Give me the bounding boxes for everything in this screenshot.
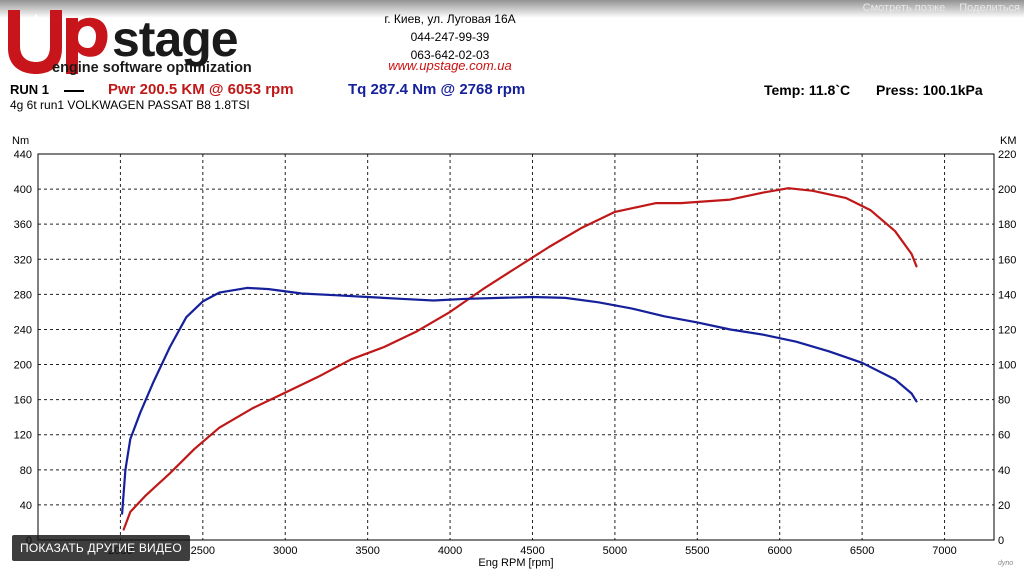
chart-axes bbox=[37, 153, 995, 541]
y2-tick-label: 100 bbox=[998, 360, 1016, 372]
x-tick-label: 4500 bbox=[520, 545, 544, 557]
y2-tick-label: 120 bbox=[998, 324, 1016, 336]
y2-tick-label: 80 bbox=[998, 395, 1010, 407]
watch-later-button[interactable]: Смотреть позже bbox=[862, 2, 946, 14]
y2-tick-label: 140 bbox=[998, 289, 1016, 301]
logo-wordmark: stage bbox=[112, 11, 238, 67]
x-tick-label: 5500 bbox=[685, 545, 709, 557]
website-link[interactable]: www.upstage.com.ua bbox=[388, 58, 512, 73]
y2-tick-label: 20 bbox=[998, 500, 1010, 512]
y-tick-label: 160 bbox=[14, 395, 32, 407]
watermark: dyno bbox=[998, 560, 1014, 567]
y2-tick-label: 60 bbox=[998, 430, 1010, 442]
upstage-logo: stage engine software optimization bbox=[8, 10, 252, 76]
share-button[interactable]: Поделиться bbox=[959, 2, 1020, 14]
y2-tick-label: 200 bbox=[998, 184, 1016, 196]
torque-peak-label: Tq 287.4 Nm @ 2768 rpm bbox=[348, 81, 526, 98]
y2-tick-label: 160 bbox=[998, 254, 1016, 266]
series-line-tq bbox=[120, 286, 918, 515]
dyno-chart: 0040208040120601608020010024012028014032… bbox=[12, 135, 1017, 569]
x-tick-label: 4000 bbox=[438, 545, 462, 557]
logo-p-mark bbox=[66, 17, 108, 74]
y-tick-label: 240 bbox=[14, 324, 32, 336]
x-tick-label: 6500 bbox=[850, 545, 874, 557]
series-line-pwr bbox=[122, 187, 918, 531]
video-actions: Смотреть позже Поделиться bbox=[863, 2, 1020, 14]
plot-frame bbox=[37, 153, 995, 541]
y-tick-label: 400 bbox=[14, 184, 32, 196]
phone-2: 063-642-02-03 bbox=[410, 48, 490, 62]
chart-ticks: 0040208040120601608020010024012028014032… bbox=[14, 149, 1017, 557]
show-other-videos-button[interactable]: ПОКАЗАТЬ ДРУГИЕ ВИДЕО bbox=[12, 535, 190, 561]
x-tick-label: 3500 bbox=[355, 545, 379, 557]
video-overlay-top bbox=[0, 0, 1024, 18]
logo-arrow-icon bbox=[24, 14, 48, 56]
logo-u-mark bbox=[8, 10, 62, 74]
chart-grid bbox=[38, 153, 994, 540]
run-line-swatch bbox=[64, 90, 84, 92]
y-tick-label: 200 bbox=[14, 360, 32, 372]
x-tick-label: 3000 bbox=[273, 545, 297, 557]
x-tick-label: 7000 bbox=[932, 545, 956, 557]
y-tick-label: 120 bbox=[14, 430, 32, 442]
run-label: RUN 1 bbox=[10, 82, 50, 97]
contact-block: г. Киев, ул. Луговая 16А 044-247-99-39 0… bbox=[350, 10, 550, 64]
x-axis-label: Eng RPM [rpm] bbox=[478, 557, 553, 569]
pressure-label: Press: 100.1kPa bbox=[876, 82, 983, 98]
y-tick-label: 440 bbox=[14, 149, 32, 161]
y-tick-label: 320 bbox=[14, 254, 32, 266]
y-tick-label: 280 bbox=[14, 289, 32, 301]
y-tick-label: 80 bbox=[20, 465, 32, 477]
y2-tick-label: 40 bbox=[998, 465, 1010, 477]
y2-tick-label: 220 bbox=[998, 149, 1016, 161]
y2-tick-label: 180 bbox=[998, 219, 1016, 231]
temperature-label: Temp: 11.8`C bbox=[764, 82, 851, 98]
y-tick-label: 360 bbox=[14, 219, 32, 231]
y-tick-label: 40 bbox=[20, 500, 32, 512]
address-text: г. Киев, ул. Луговая 16А bbox=[384, 12, 516, 26]
power-peak-label: Pwr 200.5 KM @ 6053 rpm bbox=[108, 81, 294, 98]
y2-axis-label: KM bbox=[1000, 135, 1017, 147]
y-axis-label: Nm bbox=[12, 135, 29, 147]
logo-tagline: engine software optimization bbox=[52, 60, 252, 76]
y2-tick-label: 0 bbox=[998, 535, 1004, 547]
x-tick-label: 2500 bbox=[191, 545, 215, 557]
x-tick-label: 5000 bbox=[603, 545, 627, 557]
run-subtitle: 4g 6t run1 VOLKWAGEN PASSAT B8 1.8TSI bbox=[10, 98, 250, 112]
chart-series bbox=[120, 187, 918, 531]
x-tick-label: 6000 bbox=[767, 545, 791, 557]
phone-1: 044-247-99-39 bbox=[410, 30, 490, 44]
